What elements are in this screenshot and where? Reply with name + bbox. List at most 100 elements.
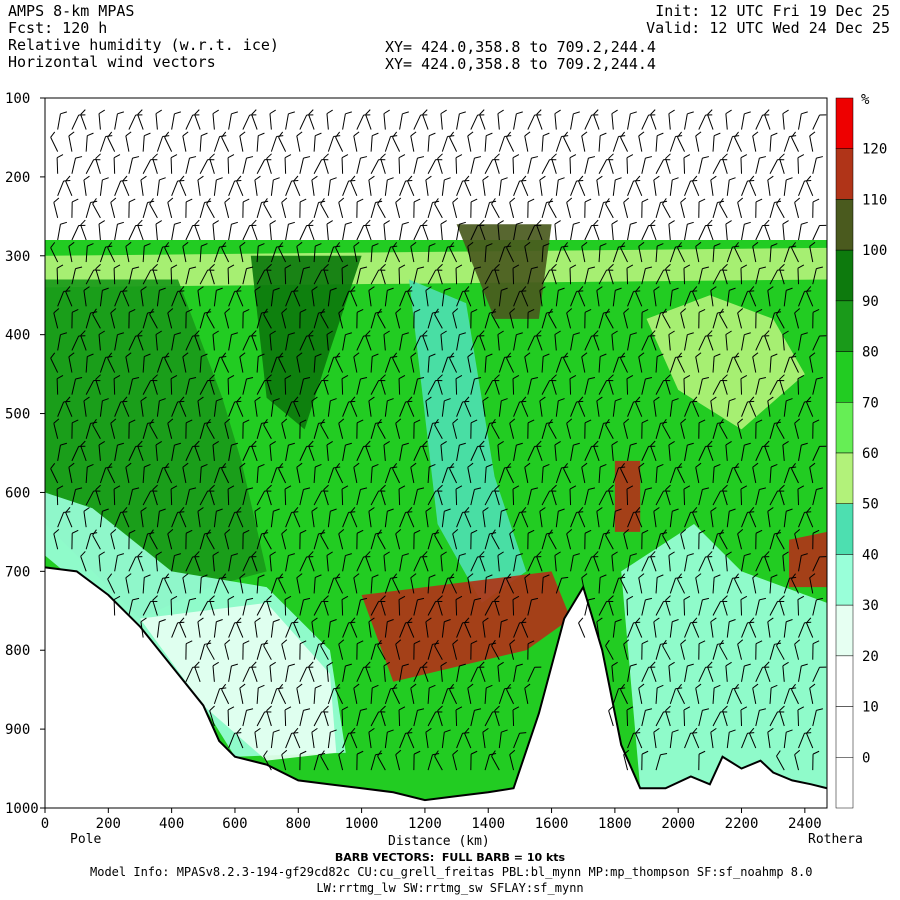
wind-barb — [368, 396, 375, 417]
wind-barb — [50, 462, 59, 484]
wind-barb — [422, 440, 429, 462]
colorbar-label: 20 — [862, 649, 879, 665]
wind-barb — [683, 706, 691, 726]
wind-barb — [335, 352, 344, 373]
wind-barb — [410, 131, 417, 152]
wind-barb — [638, 352, 645, 373]
wind-barb — [413, 597, 425, 616]
wind-barb — [356, 376, 368, 395]
wind-barb — [684, 400, 698, 417]
wind-barb — [199, 159, 215, 174]
wind-barb — [712, 243, 721, 263]
wind-barb — [782, 220, 789, 241]
wind-barb — [256, 132, 265, 152]
wind-barb — [164, 573, 173, 594]
wind-barb — [356, 198, 364, 218]
wind-barb — [338, 749, 345, 771]
wind-barb — [308, 219, 315, 241]
wind-barb — [356, 224, 371, 241]
wind-barb — [596, 286, 603, 307]
wind-barb — [812, 445, 827, 462]
wind-barb — [83, 396, 90, 417]
wind-barb — [767, 727, 774, 749]
wind-barb — [662, 639, 671, 660]
wind-barb — [684, 663, 694, 682]
wind-barb — [299, 114, 314, 130]
wind-barb — [377, 750, 386, 771]
wind-barb — [71, 309, 79, 329]
wind-barb — [212, 109, 219, 130]
wind-barb — [392, 352, 401, 373]
wind-barb — [605, 418, 614, 440]
wind-barb — [554, 441, 561, 461]
wind-barb — [570, 442, 580, 461]
wind-barb — [512, 706, 520, 726]
wind-barb — [122, 506, 130, 528]
wind-barb — [734, 242, 742, 263]
wind-barb — [764, 661, 771, 682]
wind-barb — [182, 352, 189, 373]
wind-barb — [611, 220, 618, 241]
wind-barb — [635, 396, 643, 417]
wind-barb — [684, 732, 698, 749]
wind-barb — [65, 175, 73, 197]
wind-barb — [509, 197, 516, 219]
wind-barb — [356, 529, 364, 550]
wind-barb — [712, 463, 721, 484]
wind-barb — [199, 574, 208, 594]
wind-barb — [128, 419, 136, 439]
wind-barb — [128, 376, 140, 395]
wind-barb — [221, 352, 230, 373]
wind-barb — [242, 666, 257, 682]
wind-barb — [413, 666, 428, 682]
wind-barb — [171, 621, 185, 638]
wind-barb — [494, 153, 500, 174]
wind-barb — [563, 131, 572, 152]
wind-barb — [142, 490, 158, 506]
wind-barb — [470, 224, 485, 241]
wind-barb — [779, 484, 785, 506]
wind-barb — [484, 574, 493, 594]
wind-barb — [491, 639, 500, 660]
wind-barb — [467, 131, 474, 152]
wind-barb — [470, 309, 478, 329]
wind-barb — [199, 132, 208, 152]
wind-barb — [221, 462, 230, 484]
wind-barb — [422, 109, 429, 130]
wind-barb — [107, 573, 116, 594]
wind-barb — [227, 154, 235, 174]
wind-barb — [413, 309, 421, 329]
wind-barb — [71, 198, 79, 218]
wind-barb — [698, 224, 713, 241]
wind-barb — [470, 335, 485, 351]
wind-barb — [524, 131, 531, 152]
wind-barb — [482, 286, 489, 307]
wind-barb — [536, 109, 543, 130]
wind-barb — [313, 379, 329, 395]
wind-barb — [242, 556, 257, 572]
wind-barb — [185, 556, 200, 572]
wind-barb — [194, 109, 201, 130]
wind-barb — [80, 109, 87, 130]
wind-barb — [113, 154, 121, 174]
wind-barb — [98, 551, 105, 572]
wind-barb — [479, 219, 486, 241]
wind-barb — [584, 266, 596, 285]
colorbar-swatch — [835, 249, 854, 302]
wind-barb — [185, 419, 193, 439]
wind-barb — [128, 556, 143, 572]
rh-field — [45, 224, 827, 808]
wind-barb — [698, 335, 713, 351]
wind-barb — [242, 335, 257, 351]
wind-barb — [427, 684, 436, 704]
wind-barb — [356, 309, 364, 329]
wind-barb — [342, 111, 352, 130]
wind-barb — [627, 290, 641, 307]
wind-barb — [199, 269, 215, 285]
wind-barb — [256, 600, 272, 616]
wind-barb — [470, 445, 485, 462]
wind-barb — [242, 266, 254, 285]
wind-barb — [199, 379, 215, 395]
wind-barb — [285, 221, 295, 241]
wind-barb — [395, 639, 402, 660]
